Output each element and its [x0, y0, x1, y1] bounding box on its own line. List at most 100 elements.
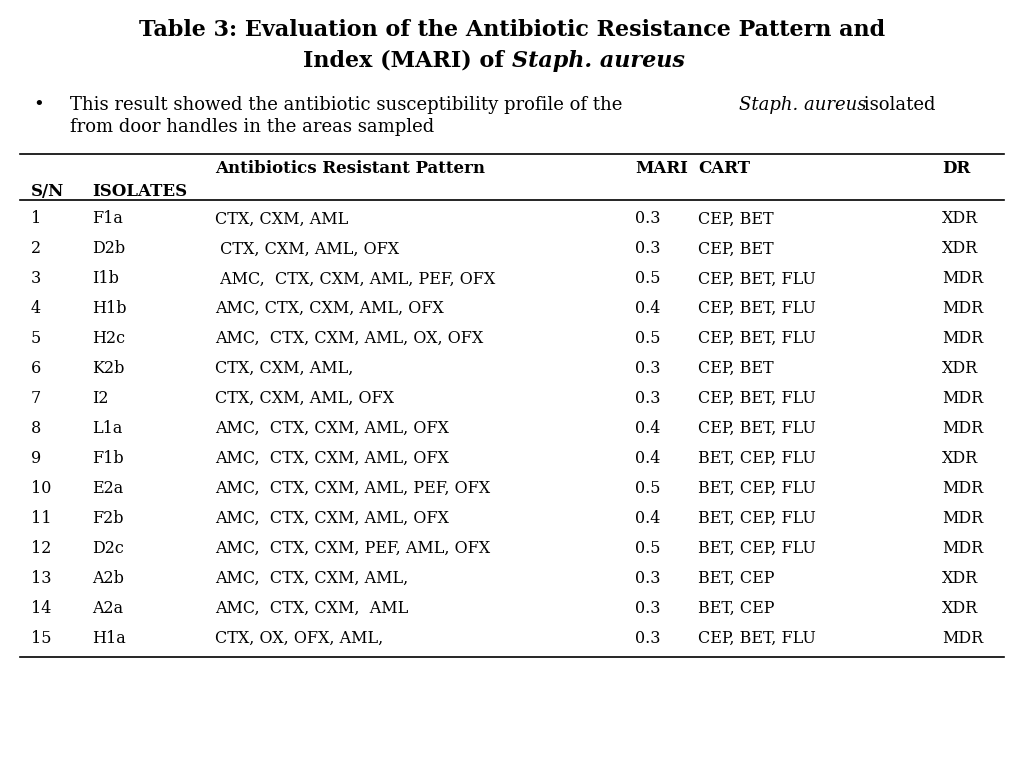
- Text: ISOLATES: ISOLATES: [92, 183, 187, 200]
- Text: 11: 11: [31, 510, 51, 527]
- Text: D2b: D2b: [92, 240, 125, 257]
- Text: 0.4: 0.4: [635, 510, 660, 527]
- Text: CEP, BET, FLU: CEP, BET, FLU: [698, 390, 816, 407]
- Text: 3: 3: [31, 270, 41, 287]
- Text: Staph. aureus: Staph. aureus: [512, 50, 685, 72]
- Text: CEP, BET, FLU: CEP, BET, FLU: [698, 630, 816, 647]
- Text: 1: 1: [31, 210, 41, 227]
- Text: AMC,  CTX, CXM, AML,: AMC, CTX, CXM, AML,: [215, 570, 409, 587]
- Text: 12: 12: [31, 540, 51, 557]
- Text: 0.3: 0.3: [635, 630, 660, 647]
- Text: I2: I2: [92, 390, 109, 407]
- Text: CEP, BET: CEP, BET: [698, 240, 774, 257]
- Text: H1a: H1a: [92, 630, 126, 647]
- Text: 0.5: 0.5: [635, 330, 660, 347]
- Text: AMC,  CTX, CXM, AML, OX, OFX: AMC, CTX, CXM, AML, OX, OFX: [215, 330, 483, 347]
- Text: MDR: MDR: [942, 390, 983, 407]
- Text: D2c: D2c: [92, 540, 124, 557]
- Text: MDR: MDR: [942, 540, 983, 557]
- Text: This result showed the antibiotic susceptibility profile of the: This result showed the antibiotic suscep…: [70, 96, 628, 114]
- Text: XDR: XDR: [942, 210, 978, 227]
- Text: XDR: XDR: [942, 570, 978, 587]
- Text: 7: 7: [31, 390, 41, 407]
- Text: from door handles in the areas sampled: from door handles in the areas sampled: [70, 118, 434, 135]
- Text: MDR: MDR: [942, 630, 983, 647]
- Text: Antibiotics Resistant Pattern: Antibiotics Resistant Pattern: [215, 160, 485, 177]
- Text: H1b: H1b: [92, 300, 127, 317]
- Text: BET, CEP, FLU: BET, CEP, FLU: [698, 450, 816, 467]
- Text: CART: CART: [698, 160, 751, 177]
- Text: 0.3: 0.3: [635, 240, 660, 257]
- Text: AMC,  CTX, CXM, AML, PEF, OFX: AMC, CTX, CXM, AML, PEF, OFX: [215, 480, 490, 497]
- Text: K2b: K2b: [92, 360, 125, 377]
- Text: CEP, BET, FLU: CEP, BET, FLU: [698, 420, 816, 437]
- Text: 0.3: 0.3: [635, 570, 660, 587]
- Text: 14: 14: [31, 600, 51, 617]
- Text: 0.5: 0.5: [635, 540, 660, 557]
- Text: MDR: MDR: [942, 300, 983, 317]
- Text: F1a: F1a: [92, 210, 123, 227]
- Text: CEP, BET, FLU: CEP, BET, FLU: [698, 330, 816, 347]
- Text: F2b: F2b: [92, 510, 124, 527]
- Text: DR: DR: [942, 160, 971, 177]
- Text: XDR: XDR: [942, 240, 978, 257]
- Text: BET, CEP: BET, CEP: [698, 570, 775, 587]
- Text: XDR: XDR: [942, 600, 978, 617]
- Text: 9: 9: [31, 450, 41, 467]
- Text: AMC,  CTX, CXM, AML, PEF, OFX: AMC, CTX, CXM, AML, PEF, OFX: [215, 270, 496, 287]
- Text: 15: 15: [31, 630, 51, 647]
- Text: MDR: MDR: [942, 270, 983, 287]
- Text: E2a: E2a: [92, 480, 124, 497]
- Text: 0.3: 0.3: [635, 210, 660, 227]
- Text: BET, CEP: BET, CEP: [698, 600, 775, 617]
- Text: 10: 10: [31, 480, 51, 497]
- Text: CTX, CXM, AML, OFX: CTX, CXM, AML, OFX: [215, 390, 394, 407]
- Text: isolated: isolated: [858, 96, 936, 114]
- Text: 0.5: 0.5: [635, 270, 660, 287]
- Text: L1a: L1a: [92, 420, 123, 437]
- Text: 0.5: 0.5: [635, 480, 660, 497]
- Text: Table 3: Evaluation of the Antibiotic Resistance Pattern and: Table 3: Evaluation of the Antibiotic Re…: [139, 19, 885, 41]
- Text: A2a: A2a: [92, 600, 123, 617]
- Text: CTX, OX, OFX, AML,: CTX, OX, OFX, AML,: [215, 630, 383, 647]
- Text: Staph. aureus: Staph. aureus: [739, 96, 867, 114]
- Text: XDR: XDR: [942, 450, 978, 467]
- Text: CEP, BET, FLU: CEP, BET, FLU: [698, 300, 816, 317]
- Text: AMC,  CTX, CXM, AML, OFX: AMC, CTX, CXM, AML, OFX: [215, 420, 449, 437]
- Text: CEP, BET: CEP, BET: [698, 360, 774, 377]
- Text: AMC, CTX, CXM, AML, OFX: AMC, CTX, CXM, AML, OFX: [215, 300, 443, 317]
- Text: 0.4: 0.4: [635, 300, 660, 317]
- Text: 0.4: 0.4: [635, 420, 660, 437]
- Text: 0.4: 0.4: [635, 450, 660, 467]
- Text: 0.3: 0.3: [635, 390, 660, 407]
- Text: F1b: F1b: [92, 450, 124, 467]
- Text: S/N: S/N: [31, 183, 63, 200]
- Text: CEP, BET, FLU: CEP, BET, FLU: [698, 270, 816, 287]
- Text: CTX, CXM, AML, OFX: CTX, CXM, AML, OFX: [215, 240, 399, 257]
- Text: 2: 2: [31, 240, 41, 257]
- Text: A2b: A2b: [92, 570, 124, 587]
- Text: CTX, CXM, AML: CTX, CXM, AML: [215, 210, 348, 227]
- Text: BET, CEP, FLU: BET, CEP, FLU: [698, 510, 816, 527]
- Text: AMC,  CTX, CXM, AML, OFX: AMC, CTX, CXM, AML, OFX: [215, 510, 449, 527]
- Text: MDR: MDR: [942, 510, 983, 527]
- Text: 6: 6: [31, 360, 41, 377]
- Text: H2c: H2c: [92, 330, 125, 347]
- Text: 5: 5: [31, 330, 41, 347]
- Text: CEP, BET: CEP, BET: [698, 210, 774, 227]
- Text: AMC,  CTX, CXM, PEF, AML, OFX: AMC, CTX, CXM, PEF, AML, OFX: [215, 540, 490, 557]
- Text: 4: 4: [31, 300, 41, 317]
- Text: CTX, CXM, AML,: CTX, CXM, AML,: [215, 360, 353, 377]
- Text: MDR: MDR: [942, 480, 983, 497]
- Text: MDR: MDR: [942, 420, 983, 437]
- Text: 0.3: 0.3: [635, 360, 660, 377]
- Text: I1b: I1b: [92, 270, 119, 287]
- Text: BET, CEP, FLU: BET, CEP, FLU: [698, 480, 816, 497]
- Text: MARI: MARI: [635, 160, 688, 177]
- Text: •: •: [33, 96, 43, 114]
- Text: 0.3: 0.3: [635, 600, 660, 617]
- Text: 13: 13: [31, 570, 51, 587]
- Text: BET, CEP, FLU: BET, CEP, FLU: [698, 540, 816, 557]
- Text: XDR: XDR: [942, 360, 978, 377]
- Text: AMC,  CTX, CXM,  AML: AMC, CTX, CXM, AML: [215, 600, 409, 617]
